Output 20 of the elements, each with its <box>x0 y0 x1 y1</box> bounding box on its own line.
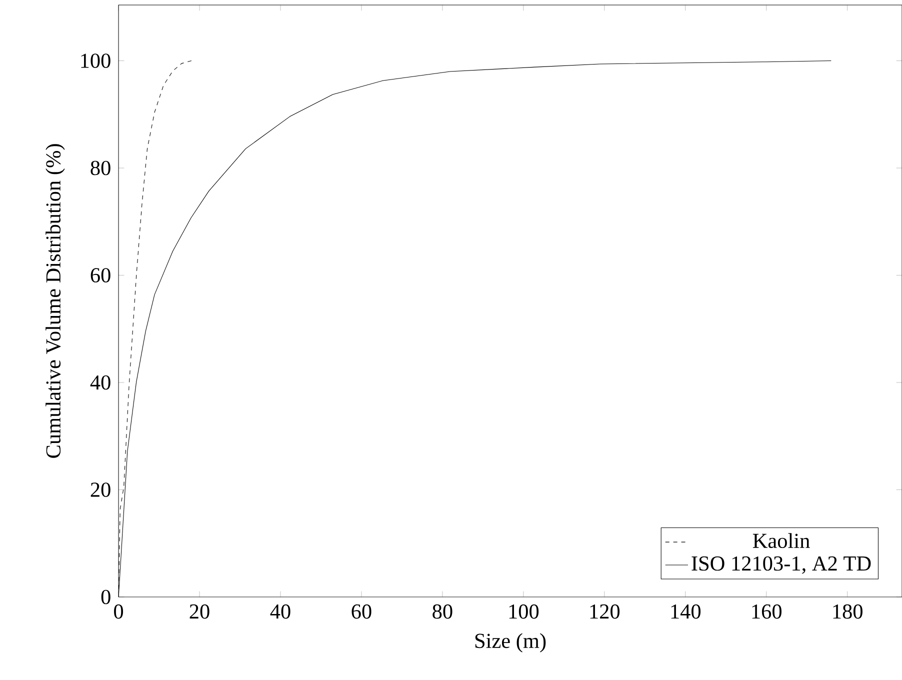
x-tick-label: 140 <box>671 604 701 619</box>
x-tick-label: 60 <box>352 604 372 619</box>
x-tick-label: 20 <box>190 604 210 619</box>
y-tick-label: 100 <box>81 54 110 68</box>
x-tick-label: 40 <box>270 604 290 619</box>
x-tick-label: 180 <box>833 604 862 619</box>
x-tick-label: 100 <box>509 604 539 619</box>
y-tick-label: 20 <box>90 482 110 497</box>
x-tick-label: 80 <box>432 604 452 619</box>
legend-label: ISO 12103-1, A2 TD <box>692 556 871 574</box>
x-axis-title: Size (m) <box>475 633 546 652</box>
x-tick-label: 120 <box>590 604 620 619</box>
y-tick-label: 60 <box>90 268 110 282</box>
text: Kaolin <box>752 533 810 548</box>
x-tick-label: 160 <box>752 604 782 619</box>
y-tick-label: 0 <box>101 590 110 604</box>
x-tick-label: 0 <box>114 604 124 619</box>
y-tick-label: 80 <box>90 160 110 176</box>
y-tick-label: 40 <box>90 375 110 390</box>
y-axis-title: Cumulative Volume Distribution (%) <box>46 144 65 458</box>
